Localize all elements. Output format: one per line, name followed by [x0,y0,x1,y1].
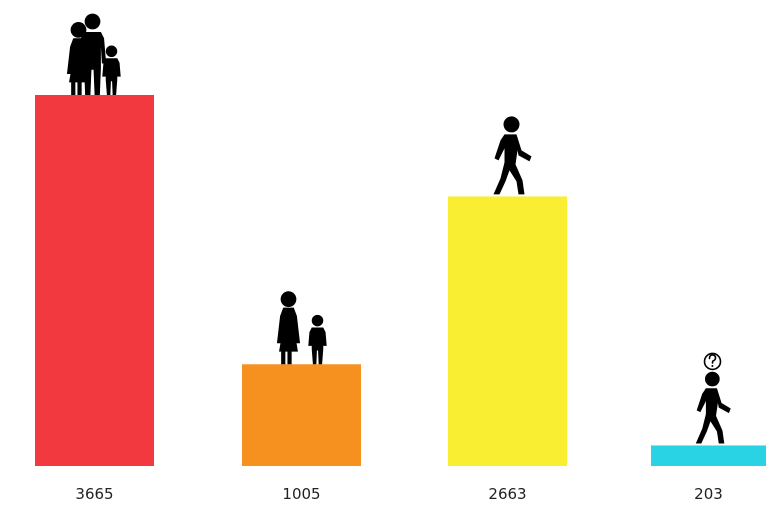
value-label-1005: 1005 [282,485,320,503]
bar-1005 [242,364,361,466]
value-labels-group: 3665 1005 2663 203 [75,485,722,503]
bar-203 [651,445,766,466]
bar-2663 [448,196,567,466]
mother-child-icon [276,291,327,365]
unknown-walking-person-icon [695,352,731,444]
family-icon [66,13,121,96]
bars-group [35,95,766,466]
value-label-3665: 3665 [75,485,113,503]
value-label-2663: 2663 [488,485,526,503]
icons-group [66,13,731,444]
walking-person-icon [493,116,532,195]
value-label-203: 203 [694,485,723,503]
bar-3665 [35,95,154,466]
